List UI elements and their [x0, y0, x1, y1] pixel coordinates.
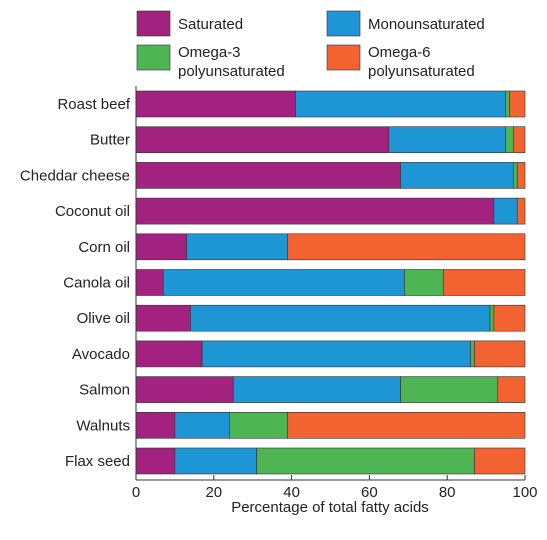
category-label-olive-oil: Olive oil: [77, 310, 130, 327]
bar-olive-oil-omega-6-polyunsaturated: [493, 304, 526, 332]
bar-corn-oil-monounsaturated: [186, 233, 289, 261]
category-label-corn-oil: Corn oil: [78, 239, 130, 256]
category-label-cheddar-cheese: Cheddar cheese: [20, 167, 130, 184]
bar-salmon-saturated: [135, 376, 234, 403]
x-tick-label-100: 100: [512, 484, 537, 501]
category-label-avocado: Avocado: [72, 346, 130, 363]
category-label-roast-beef: Roast beef: [57, 96, 130, 113]
legend-swatch-monounsaturated: [326, 10, 361, 37]
bar-olive-oil-monounsaturated: [190, 304, 491, 332]
bar-salmon-monounsaturated: [232, 376, 401, 403]
bar-flax-seed-omega-6-polyunsaturated: [474, 447, 526, 475]
legend-label-omega-6-polyunsaturated-line-2: polyunsaturated: [368, 63, 475, 80]
legend: Saturated Monounsaturated Omega-3 polyunsat…: [136, 10, 485, 80]
x-tick-label-20: 20: [205, 484, 222, 501]
legend-swatch-omega-3-polyunsaturated: [136, 44, 171, 71]
legend-label-omega-3-polyunsaturated-line-2: polyunsaturated: [178, 63, 285, 80]
legend-swatch-omega-6-polyunsaturated: [326, 44, 361, 71]
legend-label-omega-6-polyunsaturated-line-1: Omega-6: [368, 44, 431, 61]
legend-swatch-saturated: [136, 10, 171, 37]
bar-coconut-oil-monounsaturated: [493, 197, 518, 225]
category-label-coconut-oil: Coconut oil: [55, 203, 130, 220]
legend-label-omega-3-polyunsaturated-line-1: Omega-3: [178, 44, 241, 61]
x-axis: 0 20 40 60 80 100: [132, 86, 538, 501]
bar-roast-beef-saturated: [135, 90, 296, 118]
category-label-butter: Butter: [90, 132, 130, 149]
bar-canola-oil-omega-6-polyunsaturated: [443, 269, 526, 296]
bar-coconut-oil-saturated: [135, 197, 495, 225]
bar-avocado-omega-3-polyunsaturated: [470, 340, 475, 368]
x-tick-label-40: 40: [283, 484, 300, 501]
bar-canola-oil-saturated: [135, 269, 164, 296]
bar-salmon-omega-6-polyunsaturated: [497, 376, 526, 403]
bar-canola-oil-omega-3-polyunsaturated: [404, 269, 444, 296]
bar-olive-oil-saturated: [135, 304, 191, 332]
x-tick-label-0: 0: [132, 484, 140, 501]
bar-walnuts-saturated: [135, 411, 176, 439]
bar-corn-oil-saturated: [135, 233, 187, 261]
legend-label-monounsaturated: Monounsaturated: [368, 16, 485, 33]
category-label-canola-oil: Canola oil: [63, 275, 130, 292]
x-tick-label-60: 60: [361, 484, 378, 501]
legend-label-saturated: Saturated: [178, 16, 243, 33]
bar-butter-omega-6-polyunsaturated: [513, 126, 526, 153]
category-label-walnuts: Walnuts: [76, 417, 130, 434]
bar-roast-beef-omega-3-polyunsaturated: [505, 90, 510, 118]
bar-flax-seed-omega-3-polyunsaturated: [256, 447, 475, 475]
bar-cheddar-cheese-omega-3-polyunsaturated: [513, 162, 518, 189]
category-label-flax-seed: Flax seed: [65, 453, 130, 470]
bar-cheddar-cheese-monounsaturated: [400, 162, 514, 189]
bar-avocado-saturated: [135, 340, 203, 368]
category-labels: Roast beef Butter Cheddar cheese Coconut oi…: [20, 96, 131, 470]
bar-butter-saturated: [135, 126, 390, 153]
bar-walnuts-omega-6-polyunsaturated: [287, 411, 526, 439]
bar-coconut-oil-omega-6-polyunsaturated: [516, 197, 526, 225]
bar-avocado-omega-6-polyunsaturated: [474, 340, 526, 368]
bar-flax-seed-saturated: [135, 447, 176, 475]
bar-salmon-omega-3-polyunsaturated: [400, 376, 499, 403]
bar-olive-oil-omega-3-polyunsaturated: [489, 304, 495, 332]
bar-butter-omega-3-polyunsaturated: [505, 126, 514, 153]
bar-corn-oil-omega-6-polyunsaturated: [287, 233, 526, 261]
bar-butter-monounsaturated: [388, 126, 506, 153]
bar-flax-seed-monounsaturated: [174, 447, 257, 475]
bar-avocado-monounsaturated: [201, 340, 471, 368]
bar-canola-oil-monounsaturated: [162, 269, 405, 296]
bar-cheddar-cheese-omega-6-polyunsaturated: [516, 162, 526, 189]
bar-walnuts-omega-3-polyunsaturated: [229, 411, 289, 439]
bar-walnuts-monounsaturated: [174, 411, 230, 439]
bar-roast-beef-omega-6-polyunsaturated: [509, 90, 526, 118]
bar-cheddar-cheese-saturated: [135, 162, 401, 189]
category-label-salmon: Salmon: [79, 382, 130, 399]
bars: [135, 90, 526, 475]
bar-roast-beef-monounsaturated: [295, 90, 506, 118]
x-tick-label-80: 80: [439, 484, 456, 501]
x-axis-label: Percentage of total fatty acids: [231, 499, 429, 516]
